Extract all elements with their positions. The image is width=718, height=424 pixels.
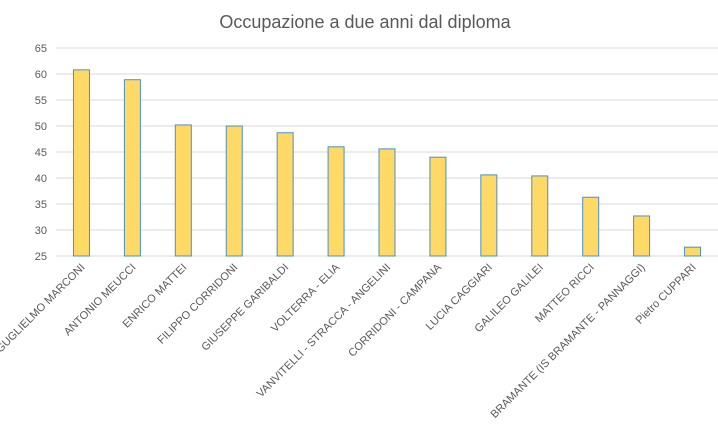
y-tick-label: 65 <box>35 43 47 55</box>
bar <box>327 146 345 257</box>
y-tick-label: 40 <box>35 173 47 185</box>
x-tick-label: CORRIDONI - CAMPANA <box>346 261 444 359</box>
bar <box>378 148 396 257</box>
chart-title: Occupazione a due anni dal diploma <box>219 12 511 32</box>
bar <box>276 132 294 257</box>
bar <box>174 124 192 257</box>
bar <box>480 174 498 257</box>
bar <box>123 79 141 257</box>
y-tick-label: 50 <box>35 121 47 133</box>
bar <box>531 175 549 257</box>
y-tick-label: 60 <box>35 69 47 81</box>
y-tick-label: 45 <box>35 147 47 159</box>
bar <box>72 69 90 257</box>
bar <box>225 125 243 257</box>
bar <box>684 246 702 257</box>
x-tick-label: GIUSEPPE GARIBALDI <box>199 262 291 354</box>
y-tick-label: 35 <box>35 199 47 211</box>
x-tick-label: GUGLIELMO MARCONI <box>0 262 88 356</box>
y-tick-label: 25 <box>35 251 47 263</box>
bar <box>429 156 447 257</box>
y-tick-label: 55 <box>35 95 47 107</box>
bar <box>582 196 600 257</box>
y-tick-label: 30 <box>35 225 47 237</box>
bar <box>633 215 651 257</box>
